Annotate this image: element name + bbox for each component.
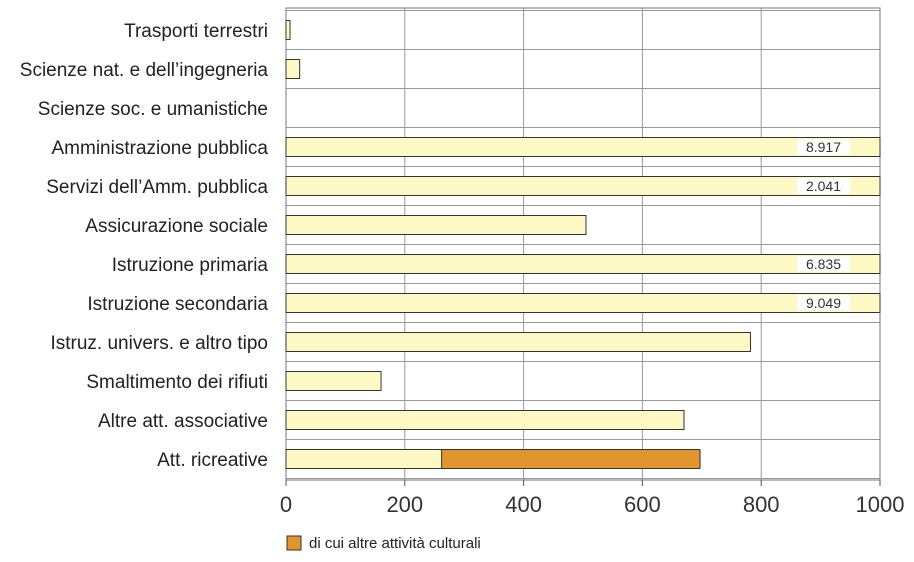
category-label: Istruzione primaria (112, 255, 269, 276)
legend: di cui altre attività culturali (286, 535, 481, 552)
grid-lines (285, 7, 881, 481)
category-label: Trasporti terrestri (124, 21, 268, 42)
value-labels: 8.917 2.041 6.835 9.049 (797, 139, 850, 311)
x-tick-label: 0 (280, 492, 292, 517)
x-tick-label: 1000 (856, 492, 905, 517)
value-label-box (797, 139, 850, 155)
x-tick-label: 800 (743, 492, 780, 517)
bars (285, 20, 881, 469)
bar (285, 410, 685, 430)
x-tick-label: 400 (505, 492, 542, 517)
value-label: 6.835 (806, 256, 841, 272)
bar (285, 215, 587, 235)
category-labels: Trasporti terrestri Scienze nat. e dell’i… (20, 21, 269, 471)
x-axis: 0 200 400 600 800 1000 (280, 480, 905, 517)
bar (285, 59, 301, 79)
category-label: Assicurazione sociale (85, 216, 268, 237)
bar (285, 332, 752, 352)
category-label: Amministrazione pubblica (52, 138, 269, 159)
category-label: Att. ricreative (157, 450, 268, 471)
bar (285, 176, 881, 196)
value-label-box (797, 256, 850, 272)
value-label: 2.041 (806, 178, 841, 194)
bar (285, 293, 881, 313)
legend-swatch (286, 535, 302, 551)
bar-highlight (441, 449, 701, 469)
x-tick-label: 200 (386, 492, 423, 517)
bar (285, 20, 291, 40)
bar (285, 371, 382, 391)
value-label-box (797, 178, 850, 194)
bar (285, 254, 881, 274)
category-label: Altre att. associative (98, 411, 268, 432)
legend-label: di cui altre attività culturali (309, 535, 481, 552)
category-label: Istruz. univers. e altro tipo (50, 333, 268, 354)
category-label: Smaltimento dei rifiuti (86, 372, 268, 393)
plot-frame (285, 7, 881, 481)
category-label: Istruzione secondaria (87, 294, 268, 315)
bar (285, 137, 881, 157)
value-label-box (797, 295, 850, 311)
value-label: 8.917 (806, 139, 841, 155)
x-tick-label: 600 (624, 492, 661, 517)
category-label: Scienze nat. e dell’ingegneria (20, 60, 269, 81)
value-label: 9.049 (806, 295, 841, 311)
category-label: Servizi dell’Amm. pubblica (46, 177, 268, 198)
category-label: Scienze soc. e umanistiche (38, 99, 268, 120)
